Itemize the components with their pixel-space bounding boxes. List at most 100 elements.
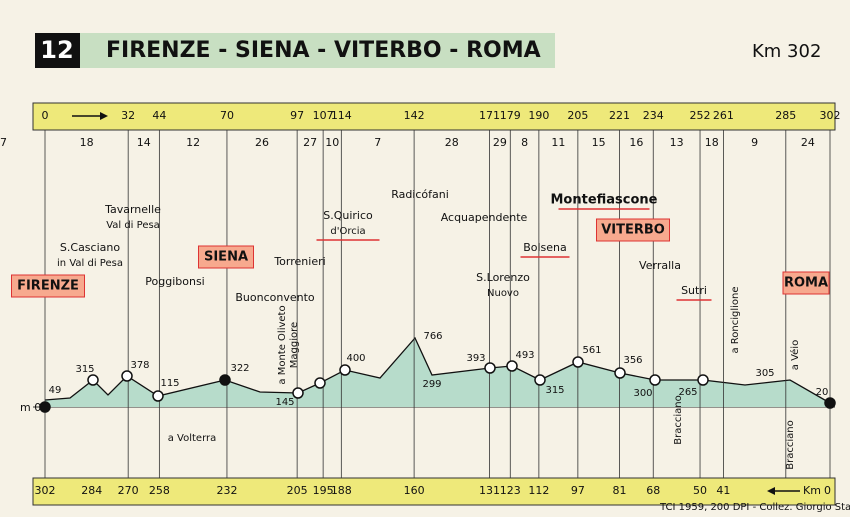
place-name: Nuovo: [487, 288, 519, 299]
segment-distance: 27: [303, 136, 317, 149]
city-box: [11, 274, 85, 298]
branch-label: a Véio: [789, 340, 801, 370]
elevation-label: 493: [515, 350, 534, 361]
segment-distance: 14: [137, 136, 151, 149]
elevation-label: 115: [160, 378, 179, 389]
elevation-label: 49: [49, 385, 62, 396]
place-name: Acquapendente: [441, 211, 528, 224]
segment-distance: 16: [629, 136, 643, 149]
place-name: S.Quirico: [323, 209, 373, 222]
top-km-label: 44: [152, 109, 166, 122]
bottom-km-label: 123: [500, 484, 521, 497]
city-box: [596, 218, 670, 242]
top-km-label: 171: [479, 109, 500, 122]
town-marker: [824, 397, 836, 409]
elevation-label: 356: [623, 355, 642, 366]
bottom-km-label: 205: [287, 484, 308, 497]
segment-distance: 24: [801, 136, 815, 149]
place-name: d'Orcia: [330, 226, 365, 237]
branch-label: a Volterra: [168, 433, 217, 444]
town-marker: [87, 374, 99, 386]
top-km-bar: [32, 102, 836, 131]
bottom-km-label: 50: [693, 484, 707, 497]
segment-distance: 18: [705, 136, 719, 149]
elevation-label: 299: [422, 379, 441, 390]
town-marker: [339, 364, 351, 376]
segment-distance: 8: [521, 136, 528, 149]
elevation-label: 20: [816, 387, 829, 398]
segment-distance: 11: [551, 136, 565, 149]
place-name: Buonconvento: [235, 291, 315, 304]
segment-distance: 28: [445, 136, 459, 149]
top-km-label: 107: [313, 109, 334, 122]
elevation-label: 265: [678, 387, 697, 398]
bottom-km-label: 258: [149, 484, 170, 497]
place-name: ROMA: [784, 276, 828, 291]
top-km-label: 234: [643, 109, 664, 122]
footer-credit: TCI 1959, 200 DPI - Collez. Giorgio Stag…: [659, 502, 850, 513]
place-name: Verralla: [639, 259, 681, 272]
segment-distance: 29: [493, 136, 507, 149]
return-arrow-head: [767, 487, 775, 495]
town-marker: [649, 374, 661, 386]
place-name: VITERBO: [601, 223, 665, 238]
elevation-label: 300: [633, 388, 652, 399]
segment-distance: 13: [670, 136, 684, 149]
town-marker: [39, 401, 51, 413]
branch-label: a Ronciglione: [730, 286, 741, 353]
elevation-label: 378: [130, 360, 149, 371]
top-km-label: 252: [690, 109, 711, 122]
place-name: in Val di Pesa: [57, 258, 123, 269]
base-label: m 0: [20, 401, 41, 414]
route-number: 12: [40, 36, 73, 64]
town-marker: [572, 356, 584, 368]
town-marker: [121, 370, 133, 382]
bottom-km-label: 302: [35, 484, 56, 497]
town-marker: [484, 362, 496, 374]
top-km-label: 179: [500, 109, 521, 122]
top-km-label: 114: [331, 109, 352, 122]
place-name: Radicófani: [391, 188, 449, 201]
bottom-km-value: 0: [824, 484, 831, 497]
bottom-km-label: 270: [118, 484, 139, 497]
place-name: Tavarnelle: [104, 203, 161, 216]
elevation-label: 315: [545, 385, 564, 396]
place-name: Poggibonsi: [145, 275, 204, 288]
place-name: Torrenieri: [273, 255, 325, 268]
place-name: Bolsena: [523, 241, 567, 254]
elevation-label: 315: [75, 364, 94, 375]
bottom-km-label: 160: [404, 484, 425, 497]
bottom-km-label: 81: [612, 484, 626, 497]
segment-distance: 9: [751, 136, 758, 149]
segment-distance: 10: [325, 136, 339, 149]
route-length: Km 302: [752, 41, 821, 62]
top-km-label: 205: [567, 109, 588, 122]
route-number-box: [35, 33, 80, 68]
bottom-km-label: 97: [571, 484, 585, 497]
segment-distance: 26: [255, 136, 269, 149]
town-marker: [314, 377, 326, 389]
town-marker: [697, 374, 709, 386]
town-marker: [506, 360, 518, 372]
branch-label: Bracciano: [785, 420, 796, 469]
top-km-label: 285: [775, 109, 796, 122]
bottom-km-label: 232: [216, 484, 237, 497]
branch-label: a Monte Oliveto: [277, 305, 288, 384]
town-marker: [614, 367, 626, 379]
profile-area: [45, 338, 830, 407]
segment-distance: 18: [80, 136, 94, 149]
bottom-km-label: 284: [81, 484, 102, 497]
route-title: FIRENZE - SIENA - VITERBO - ROMA: [106, 38, 541, 63]
place-name: FIRENZE: [17, 279, 79, 294]
place-name: S.Lorenzo: [476, 271, 530, 284]
segment-distance: 17: [0, 136, 7, 149]
town-marker: [534, 374, 546, 386]
bottom-km-label: 188: [331, 484, 352, 497]
segment-distance: 12: [186, 136, 200, 149]
bottom-km-label: 112: [528, 484, 549, 497]
segment-distance: 15: [592, 136, 606, 149]
elevation-label: 400: [346, 353, 365, 364]
place-name: Val di Pesa: [106, 220, 160, 231]
bottom-km-label: 195: [313, 484, 334, 497]
top-km-label: 261: [713, 109, 734, 122]
